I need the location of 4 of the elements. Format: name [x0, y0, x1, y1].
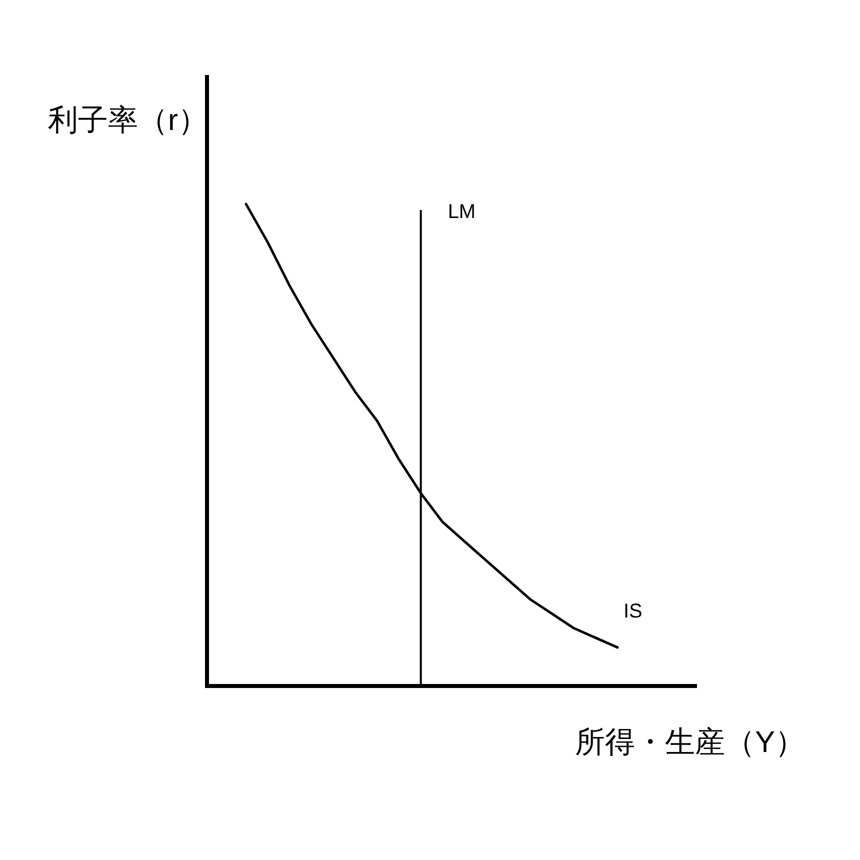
y-axis-title: 利子率（r）	[48, 104, 208, 137]
annotation: LM	[448, 201, 476, 223]
x-axis-title: 所得・生産（Y）	[574, 726, 805, 759]
series-label: IS	[624, 600, 642, 622]
